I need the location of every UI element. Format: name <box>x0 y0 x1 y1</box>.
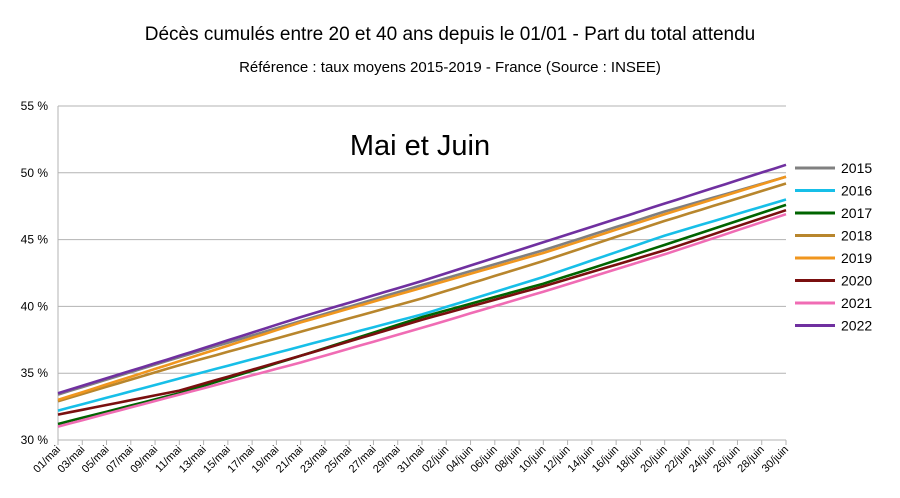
series-line-2017 <box>57 203 787 426</box>
x-tick-label: 09/mai <box>128 444 160 476</box>
series-line-2015 <box>57 175 787 396</box>
chart-subtitle: Référence : taux moyens 2015-2019 - Fran… <box>239 59 661 76</box>
series-line-2021 <box>57 212 787 428</box>
series-lines <box>57 163 787 428</box>
legend-label-2018: 2018 <box>841 228 872 244</box>
series-line-2022 <box>57 163 787 395</box>
series-line-2020 <box>57 208 787 416</box>
legend-label-2020: 2020 <box>841 273 872 289</box>
series-line-2019 <box>57 175 787 402</box>
y-tick-label: 40 % <box>21 299 49 313</box>
chart-annotation: Mai et Juin <box>350 130 490 162</box>
y-tick-label: 35 % <box>21 366 49 380</box>
y-tick-label: 45 % <box>21 233 49 247</box>
legend-label-2021: 2021 <box>841 295 872 311</box>
y-tick-label: 30 % <box>21 433 49 447</box>
y-tick-label: 50 % <box>21 166 49 180</box>
legend: 2015 2016 2017 2018 2019 2020 2021 2022 <box>795 160 872 334</box>
x-tick-label: 30/juin <box>760 444 791 475</box>
series-line-2018 <box>57 182 787 403</box>
x-axis: 01/mai03/mai05/mai07/mai09/mai11/mai13/m… <box>31 440 791 475</box>
series-line-2016 <box>57 198 787 412</box>
legend-label-2016: 2016 <box>841 183 872 199</box>
legend-label-2017: 2017 <box>841 205 872 221</box>
chart-title: Décès cumulés entre 20 et 40 ans depuis … <box>145 24 756 45</box>
y-tick-label: 55 % <box>21 99 49 113</box>
legend-label-2022: 2022 <box>841 318 872 334</box>
x-tick-label: 31/mai <box>395 444 427 476</box>
legend-label-2015: 2015 <box>841 160 872 176</box>
y-axis: 30 % 35 % 40 % 45 % 50 % 55 % <box>21 99 49 447</box>
legend-label-2019: 2019 <box>841 250 872 266</box>
